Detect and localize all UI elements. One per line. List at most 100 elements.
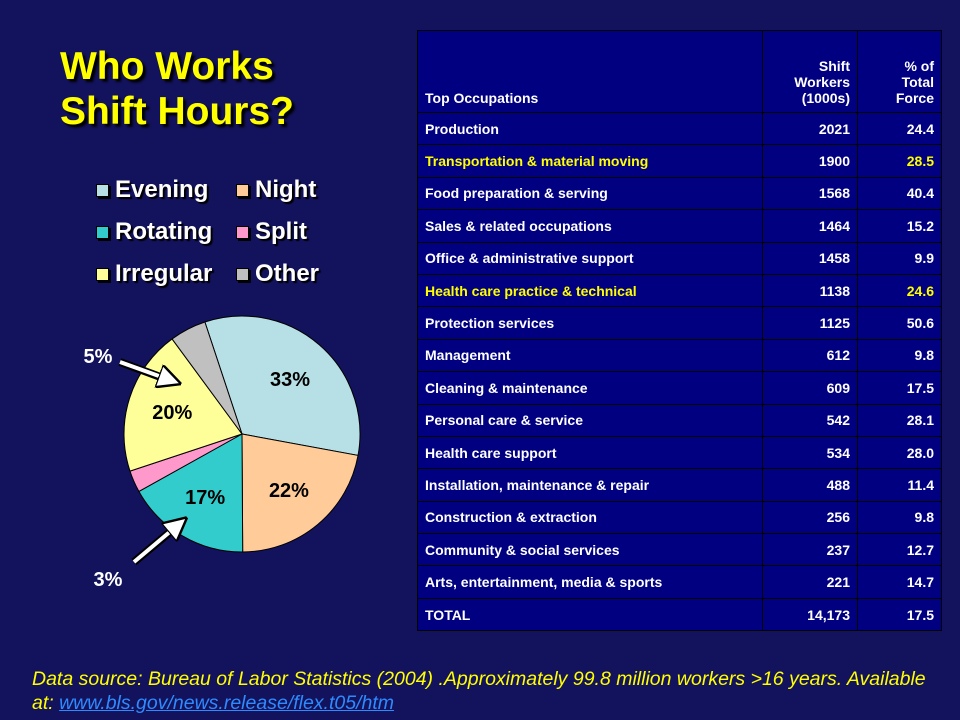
pie-slice-night	[241, 433, 359, 553]
table-row: Cleaning & maintenance 609 17.5	[417, 371, 942, 405]
occupations-table: Top Occupations Shift Workers (1000s) % …	[417, 30, 942, 632]
legend-label: Night	[255, 176, 317, 203]
page-title: Who Works Shift Hours?	[60, 44, 294, 134]
header-percent: % of Total Force	[857, 30, 942, 113]
table-row: Transportation & material moving 1900 28.5	[417, 144, 942, 178]
workers-cell: 609	[762, 371, 858, 405]
occupation-cell: Personal care & service	[417, 403, 763, 437]
percent-cell: 28.0	[857, 435, 942, 470]
table-row: Personal care & service 542 28.1	[417, 403, 942, 437]
table-body: Production 2021 24.4 Transportation & mater…	[417, 111, 942, 599]
legend-label: Split	[255, 218, 307, 245]
percent-cell: 24.6	[857, 273, 942, 308]
percent-cell: 50.6	[857, 306, 942, 340]
percent-cell: 11.4	[857, 468, 942, 502]
workers-cell: 221	[762, 565, 858, 599]
legend-swatch	[236, 183, 249, 197]
percent-cell: 17.5	[857, 371, 942, 405]
pie-data-label: 33%	[270, 369, 310, 391]
percent-cell: 28.5	[857, 144, 942, 178]
occupation-cell: Management	[417, 338, 763, 373]
percent-cell: 40.4	[857, 176, 942, 211]
workers-cell: 1125	[762, 306, 858, 340]
occupation-cell: Production	[417, 111, 763, 146]
occupation-cell: Protection services	[417, 306, 763, 340]
pie-data-label: 17%	[185, 487, 225, 509]
pie-chart: 33% 22% 17% 3% 20% 5%	[84, 315, 361, 591]
legend-item: Other	[236, 260, 356, 287]
workers-cell: 542	[762, 403, 858, 437]
callout-arrow-other	[119, 360, 170, 380]
occupation-cell: Cleaning & maintenance	[417, 371, 763, 405]
workers-cell: 1900	[762, 144, 858, 178]
pie-data-label: 3%	[94, 569, 123, 591]
header-occupation: Top Occupations	[417, 30, 763, 113]
workers-cell: 534	[762, 435, 858, 470]
data-source-link[interactable]: www.bls.gov/news.release/flex.t05/htm	[59, 692, 395, 714]
workers-cell: 237	[762, 533, 858, 567]
table-row: Sales & related occupations 1464 15.2	[417, 209, 942, 243]
pie-slice-evening	[204, 315, 361, 457]
occupation-cell: Health care support	[417, 435, 763, 470]
percent-cell: 24.4	[857, 111, 942, 146]
pie-slice-other	[171, 321, 243, 435]
workers-cell: 1568	[762, 176, 858, 211]
legend-label: Irregular	[115, 260, 213, 287]
occupation-cell: Health care practice & technical	[417, 273, 763, 308]
legend-item: Rotating	[96, 218, 236, 245]
legend-item: Split	[236, 218, 356, 245]
pie-slices	[123, 315, 361, 553]
table-row: Management 612 9.8	[417, 338, 942, 373]
workers-cell: 1458	[762, 241, 858, 275]
total-percent: 17.5	[857, 597, 942, 632]
table-header-row: Top Occupations Shift Workers (1000s) % …	[417, 30, 942, 113]
legend-label: Evening	[115, 176, 209, 203]
occupation-cell: Office & administrative support	[417, 241, 763, 275]
workers-cell: 256	[762, 500, 858, 535]
header-workers: Shift Workers (1000s)	[762, 30, 858, 113]
table-row: Health care practice & technical 1138 24.6	[417, 273, 942, 308]
legend-swatch	[96, 183, 109, 197]
occupation-cell: Installation, maintenance & repair	[417, 468, 763, 502]
table-row: Installation, maintenance & repair 488 11.…	[417, 468, 942, 502]
total-label: TOTAL	[417, 597, 763, 632]
percent-cell: 14.7	[857, 565, 942, 599]
callout-arrow-split	[132, 525, 178, 564]
title-line-2: Shift Hours?	[60, 90, 294, 133]
workers-cell: 612	[762, 338, 858, 373]
occupation-cell: Arts, entertainment, media & sports	[417, 565, 763, 599]
total-workers: 14,173	[762, 597, 858, 632]
legend-label: Rotating	[115, 218, 213, 245]
table-total-row: TOTAL 14,173 17.5	[417, 597, 942, 632]
pie-data-label: 22%	[269, 480, 309, 502]
legend-item: Evening	[96, 176, 236, 203]
workers-cell: 488	[762, 468, 858, 502]
pie-labels: 33% 22% 17% 3% 20% 5%	[84, 346, 311, 591]
legend-item: Irregular	[96, 260, 236, 287]
table-row: Construction & extraction 256 9.8	[417, 500, 942, 535]
percent-cell: 9.9	[857, 241, 942, 275]
legend-swatch	[96, 225, 109, 239]
percent-cell: 9.8	[857, 338, 942, 373]
occupation-cell: Community & social services	[417, 533, 763, 567]
table-row: Office & administrative support 1458 9.9	[417, 241, 942, 275]
table-row: Food preparation & serving 1568 40.4	[417, 176, 942, 211]
workers-cell: 2021	[762, 111, 858, 146]
legend-item: Night	[236, 176, 356, 203]
percent-cell: 12.7	[857, 533, 942, 567]
legend-label: Other	[255, 260, 320, 287]
occupation-cell: Transportation & material moving	[417, 144, 763, 178]
legend-swatch	[236, 225, 249, 239]
percent-cell: 9.8	[857, 500, 942, 535]
legend-swatch	[96, 267, 109, 281]
occupation-cell: Sales & related occupations	[417, 209, 763, 243]
workers-cell: 1138	[762, 273, 858, 308]
data-source-text: Data source: Bureau of Labor Statistics …	[32, 668, 926, 714]
workers-cell: 1464	[762, 209, 858, 243]
table-row: Production 2021 24.4	[417, 111, 942, 146]
table-row: Community & social services 237 12.7	[417, 533, 942, 567]
percent-cell: 28.1	[857, 403, 942, 437]
legend-swatch	[236, 267, 249, 281]
occupation-cell: Food preparation & serving	[417, 176, 763, 211]
chart-legend: Evening Night Rotating Split Irregular Other	[96, 176, 356, 287]
